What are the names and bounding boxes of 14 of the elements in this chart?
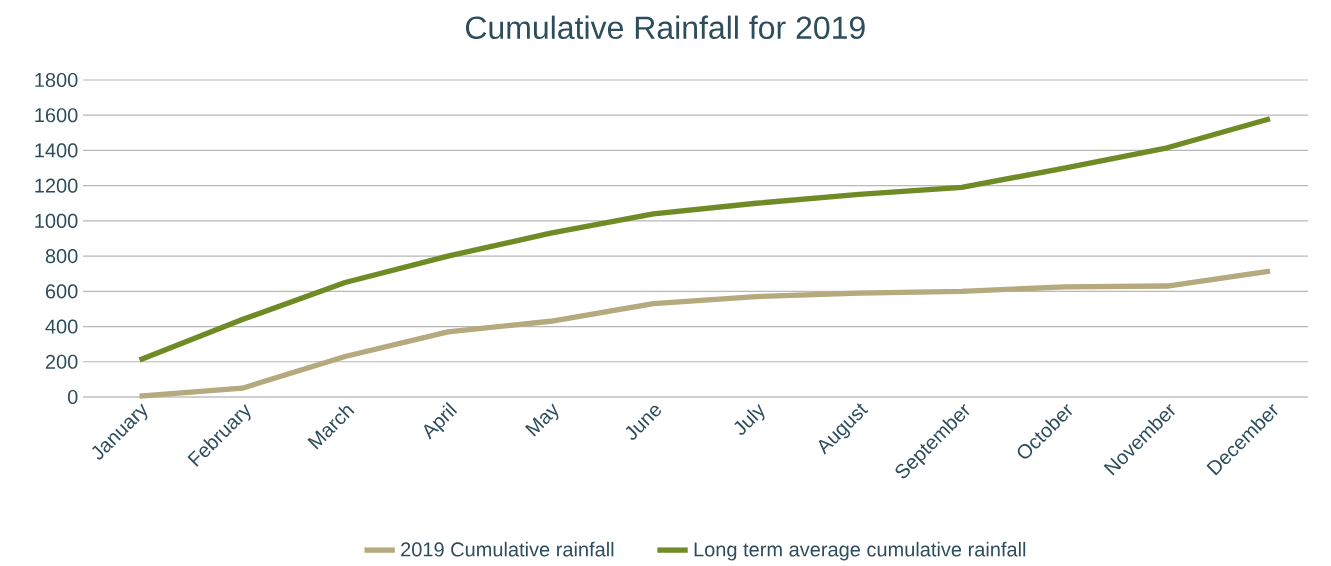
y-tick-label: 400 bbox=[45, 319, 78, 334]
chart-title: Cumulative Rainfall for 2019 bbox=[465, 15, 865, 40]
y-tick-label: 1000 bbox=[35, 213, 78, 228]
y-tick-label: 1600 bbox=[35, 108, 78, 123]
x-tick-label: July bbox=[734, 403, 765, 435]
legend-label: Long term average cumulative rainfall bbox=[694, 541, 1026, 561]
y-tick-label: 800 bbox=[45, 249, 78, 264]
y-tick-label: 1200 bbox=[35, 178, 78, 193]
y-tick-label: 1800 bbox=[35, 72, 78, 88]
y-tick-label: 0 bbox=[67, 389, 78, 405]
y-tick-label: 1400 bbox=[35, 143, 78, 158]
y-tick-label: 600 bbox=[45, 284, 78, 299]
y-tick-label: 200 bbox=[45, 354, 78, 369]
legend-label: 2019 Cumulative rainfall bbox=[401, 541, 614, 557]
